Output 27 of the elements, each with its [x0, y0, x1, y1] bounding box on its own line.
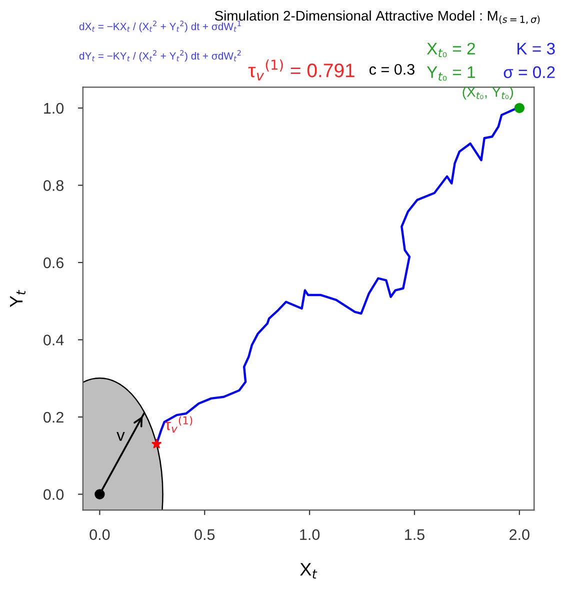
text: dX$_{t}$ = −KX$_{t}$ / (X$_{t}$$^{2}$ + Y$_{t}$$^{2}$) dt + σdW$_{t}$$^{1}$ — [79, 20, 241, 32]
text: c = 0.3 — [369, 64, 414, 75]
x-tick-label: 0.0 — [90, 529, 110, 540]
x-tick-label: 1.5 — [405, 529, 424, 540]
y-tick-label: 0.4 — [44, 334, 64, 346]
x-axis-title: X$_{t}$ — [300, 563, 318, 579]
point — [152, 438, 162, 448]
point — [94, 489, 105, 500]
x-tick-label: 1.0 — [300, 529, 320, 540]
text: K = 3 — [518, 42, 555, 55]
y-tick-label: 0.6 — [44, 257, 64, 268]
text: Y$_{t₀}$ = 1 — [426, 66, 475, 81]
y-axis-title: Y$_{t}$ — [10, 290, 26, 308]
annotation: v — [116, 432, 125, 441]
y-tick-label: 0.8 — [44, 180, 64, 191]
text: X$_{t₀}$ = 2 — [426, 42, 475, 58]
annotation: (X$_{t₀}$, Y$_{t₀}$) — [462, 86, 513, 100]
y-tick-label: 0.0 — [44, 489, 64, 500]
y-tick-label: 1.0 — [44, 102, 64, 114]
y-tick-label: 0.2 — [44, 412, 64, 423]
text: τ$_{v}$$^{(1)}$ = 0.791 — [248, 59, 354, 80]
text: dY$_{t}$ = −KY$_{t}$ / (X$_{t}$$^{2}$ + Y$_{t}$$^{2}$) dt + σdW$_{t}$$^{2}$ — [79, 50, 241, 62]
text: σ = 0.2 — [504, 66, 555, 78]
point — [514, 102, 525, 114]
x-tick-label: 0.5 — [194, 529, 215, 540]
x-tick-label: 2.0 — [510, 529, 530, 540]
annotation: τ$_{v}$$^{(1)}$ — [165, 416, 192, 433]
